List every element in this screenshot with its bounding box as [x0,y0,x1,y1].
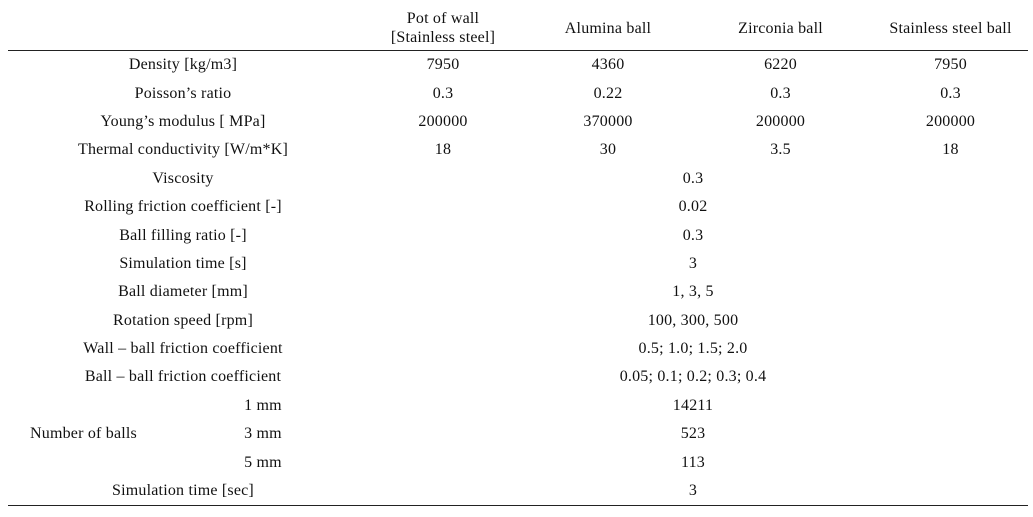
header-stainless-steel-ball: Stainless steel ball [873,6,1028,51]
cell-value-spanning: 523 [680,425,706,443]
table-row: Thermal conductivity [W/m*K] 18 30 3.5 1… [8,136,1028,164]
table-header: Pot of wall [Stainless steel] Alumina ba… [8,6,1028,51]
table-row: Density [kg/m3] 7950 4360 6220 7950 [8,51,1028,80]
row-label-3mm: Number of balls 3 mm [8,420,358,448]
table-body: Density [kg/m3] 7950 4360 6220 7950 Pois… [8,51,1028,507]
row-label-young: Young’s modulus [ MPa] [100,112,266,130]
cell-value-spanning: 14211 [672,396,714,414]
header-pot-of-wall: Pot of wall [Stainless steel] [358,6,528,51]
row-label-1mm: 1 mm [8,392,358,420]
table-row: Rotation speed [rpm] 100, 300, 500 [8,307,1028,335]
row-label-wall-ball: Wall – ball friction coefficient [83,340,283,358]
table-row: Wall – ball friction coefficient 0.5; 1.… [8,335,1028,363]
row-label-density: Density [kg/m3] [128,56,238,74]
cell-value: 7950 [426,56,460,74]
cell-value-spanning: 0.02 [678,198,708,216]
table-row: Number of balls 3 mm 523 [8,420,1028,448]
header-pot-line1: Pot of wall [406,10,480,27]
table-row: Poisson’s ratio 0.3 0.22 0.3 0.3 [8,79,1028,107]
header-pot-line2: [Stainless steel] [390,29,496,46]
row-label-filling: Ball filling ratio [-] [119,226,247,244]
row-label-poisson: Poisson’s ratio [134,84,232,102]
row-label-simulation-time-sec: Simulation time [sec] [8,476,358,507]
table-row: Rolling friction coefficient [-] 0.02 [8,193,1028,221]
header-zirconia-ball: Zirconia ball [688,6,873,51]
table-row: 1 mm 14211 [8,392,1028,420]
number-of-balls-label: Number of balls [30,425,137,443]
cell-value-spanning: 113 [680,453,705,471]
table-row: Ball – ball friction coefficient 0.05; 0… [8,363,1028,391]
row-label-viscosity: Viscosity [152,169,214,187]
cell-value-spanning: 0.3 [682,169,704,187]
cell-value-spanning: 3 [358,476,1028,507]
row-label-rolling: Rolling friction coefficient [-] [84,198,282,216]
cell-value: 6220 [764,56,797,74]
sub-label-3mm: 3 mm [244,425,282,443]
cell-value-spanning: 0.3 [682,226,704,244]
cell-value-spanning: 100, 300, 500 [647,311,739,329]
cell-value: 200000 [755,112,806,130]
row-label-diameter: Ball diameter [mm] [118,283,248,301]
cell-value: 0.3 [770,84,791,102]
cell-value-spanning: 3 [688,254,698,272]
sub-label-5mm: 5 mm [244,453,282,471]
row-label-5mm: 5 mm [8,448,358,476]
cell-value-spanning: 1, 3, 5 [672,283,714,301]
table-row: Ball filling ratio [-] 0.3 [8,221,1028,249]
cell-value: 7950 [934,56,967,74]
table-row: Viscosity 0.3 [8,165,1028,193]
row-label-simulation-time: Simulation time [s] [119,254,247,272]
cell-value: 0.3 [432,84,454,102]
row-label-thermal: Thermal conductivity [W/m*K] [78,141,288,159]
header-row: Pot of wall [Stainless steel] Alumina ba… [8,6,1028,51]
row-label-ball-ball: Ball – ball friction coefficient [84,368,282,386]
sub-label-1mm: 1 mm [244,396,282,414]
table-row: Simulation time [sec] 3 [8,476,1028,507]
cell-value: 18 [434,141,452,159]
cell-value: 0.3 [940,84,961,102]
cell-value: 200000 [925,112,976,130]
table-row: Simulation time [s] 3 [8,250,1028,278]
cell-value: 4360 [591,56,625,74]
cell-value: 30 [599,141,617,159]
cell-value: 18 [942,141,959,159]
cell-value: 3.5 [770,141,791,159]
cell-value: 200000 [418,112,468,130]
header-empty-cell [8,6,358,51]
table-row: Ball diameter [mm] 1, 3, 5 [8,278,1028,306]
table-row: Young’s modulus [ MPa] 200000 370000 200… [8,108,1028,136]
row-label-rotation: Rotation speed [rpm] [113,311,253,329]
cell-value-spanning: 0.5; 1.0; 1.5; 2.0 [638,340,748,358]
table-row: 5 mm 113 [8,448,1028,476]
header-alumina-ball: Alumina ball [528,6,688,51]
cell-value-spanning: 0.05; 0.1; 0.2; 0.3; 0.4 [619,368,767,386]
cell-value: 370000 [583,112,633,130]
parameters-table: Pot of wall [Stainless steel] Alumina ba… [8,6,1028,507]
cell-value: 0.22 [593,84,623,102]
